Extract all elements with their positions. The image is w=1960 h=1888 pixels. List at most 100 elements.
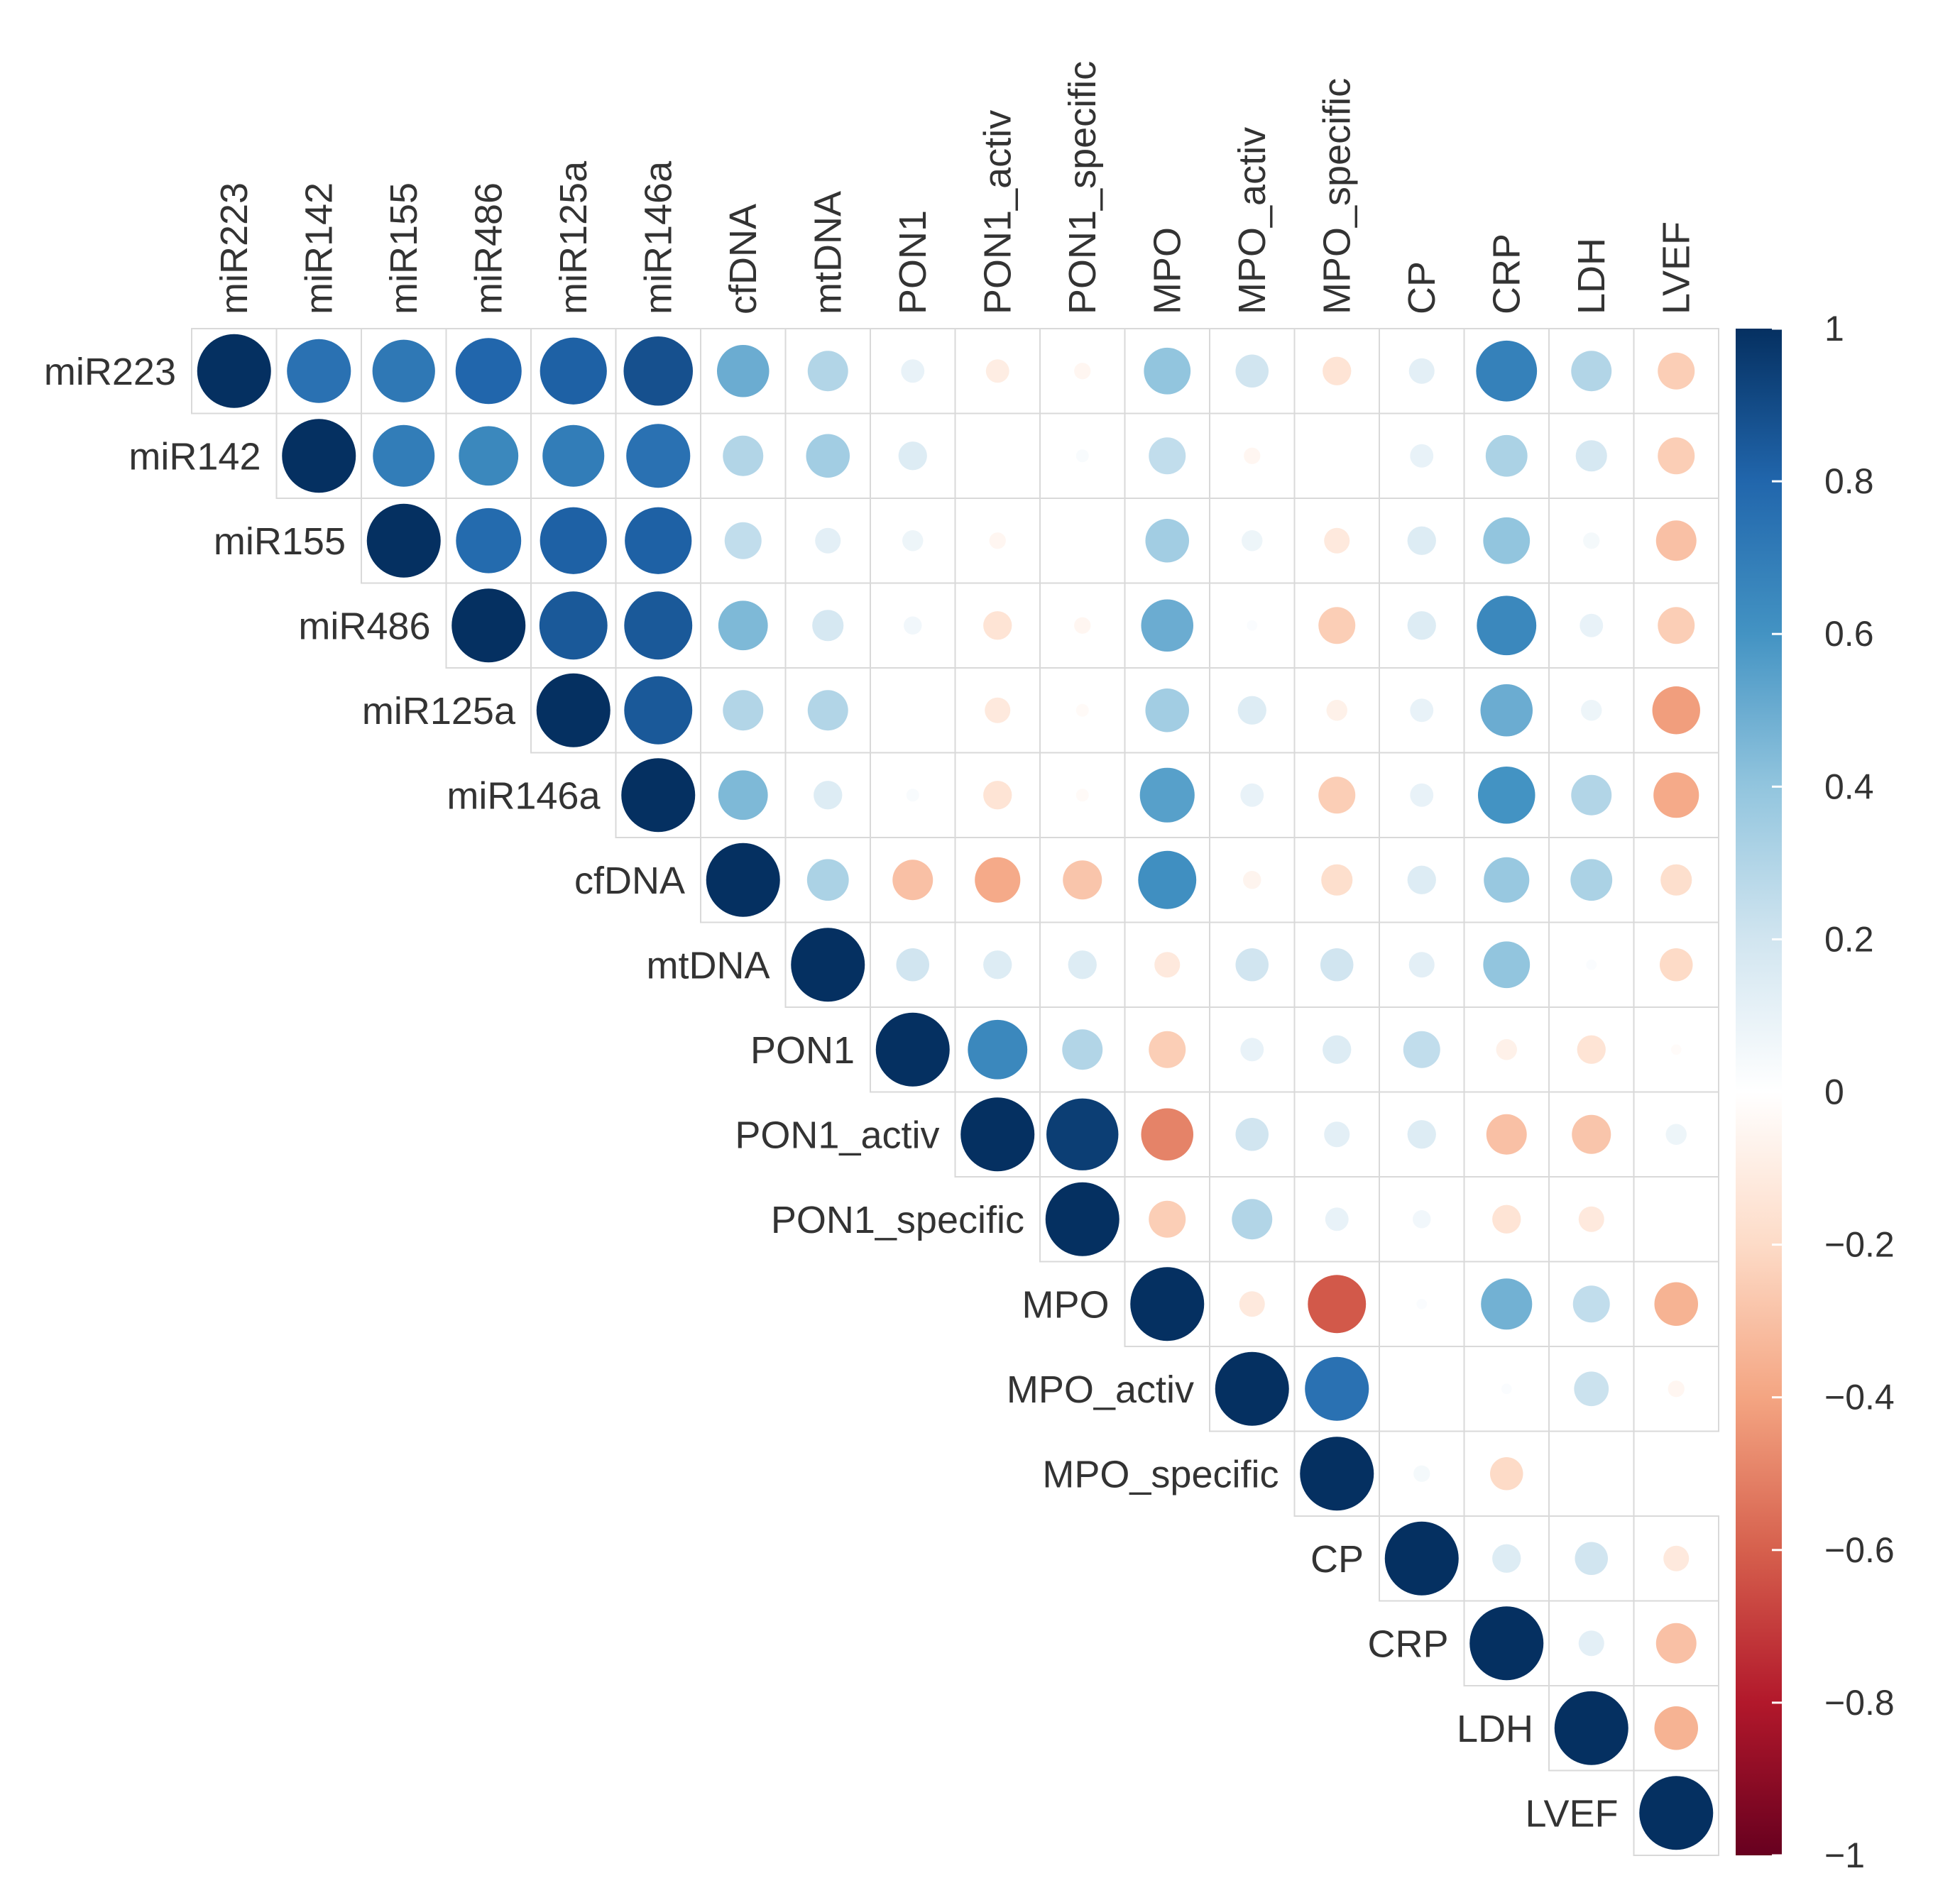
correlation-circle-PON1-CP — [1403, 1031, 1440, 1068]
correlation-circle-miR125a-miR146a — [624, 676, 693, 745]
correlation-circle-cfDNA-CRP — [1484, 857, 1530, 903]
correlation-circle-miR146a-MPO_specific — [1318, 776, 1356, 814]
correlation-circle-miR155-PON1_activ — [989, 532, 1006, 549]
correlation-circle-mtDNA-MPO — [1154, 952, 1181, 978]
column-label: miR486 — [467, 182, 510, 314]
row-label: LVEF — [1525, 1792, 1618, 1835]
grid-cell — [1633, 837, 1719, 923]
correlation-circle-mtDNA-mtDNA — [791, 928, 865, 1002]
correlation-circle-MPO-CP — [1416, 1298, 1428, 1310]
correlation-circle-miR142-cfDNA — [723, 435, 764, 476]
colorbar-tick-label: 0 — [1824, 1072, 1844, 1112]
correlation-circle-miR155-PON1 — [902, 530, 924, 551]
correlation-circle-miR125a-MPO_specific — [1326, 700, 1347, 721]
correlation-circle-CP-CRP — [1492, 1544, 1521, 1573]
correlation-circle-PON1-CRP — [1496, 1039, 1517, 1060]
correlation-circle-miR155-MPO — [1145, 518, 1190, 563]
correlation-circle-miR155-MPO_specific — [1324, 527, 1350, 554]
correlation-circle-miR486-LDH — [1580, 613, 1604, 637]
correlation-circle-miR155-miR146a — [625, 507, 692, 574]
correlation-circle-mtDNA-PON1_specific — [1068, 950, 1097, 979]
correlation-circle-miR155-CRP — [1483, 517, 1531, 564]
correlation-circle-miR146a-PON1 — [906, 789, 919, 802]
correlation-circle-PON1_activ-MPO_specific — [1324, 1121, 1350, 1148]
correlation-circle-cfDNA-LVEF — [1660, 864, 1692, 896]
colorbar-tick-label: 0.6 — [1824, 614, 1874, 654]
grid-cell — [784, 328, 871, 415]
row-label: miR125a — [362, 690, 516, 732]
correlation-circle-PON1_specific-CP — [1413, 1210, 1431, 1229]
correlation-circle-MPO-MPO_specific — [1308, 1275, 1367, 1334]
column-label: miR223 — [213, 182, 256, 314]
correlation-circle-PON1_activ-CRP — [1486, 1114, 1527, 1155]
correlation-circle-miR142-mtDNA — [806, 434, 850, 478]
correlation-circle-miR142-CRP — [1485, 434, 1528, 477]
correlation-circle-miR146a-CRP — [1477, 766, 1535, 824]
correlation-circle-MPO_specific-MPO_specific — [1300, 1437, 1374, 1511]
column-labels: miR223 miR142 miR155 miR486 miR125a miR146a cf… — [213, 61, 1698, 314]
correlation-circle-miR155-miR125a — [540, 507, 607, 574]
colorbar-tick-label: −1 — [1824, 1835, 1865, 1875]
row-label: miR223 — [44, 351, 176, 393]
correlation-circle-CRP-LVEF — [1655, 1623, 1697, 1664]
correlation-circle-miR486-miR146a — [624, 591, 693, 660]
colorbar-tick-label: −0.4 — [1824, 1378, 1895, 1417]
colorbar: 1 0.8 0.6 0.4 0.2 0 −0.2 −0.4 −0.6 −0.8 −1 — [1736, 309, 1895, 1875]
correlation-circle-MPO_activ-LDH — [1574, 1371, 1609, 1407]
correlation-circle-cfDNA-PON1 — [892, 860, 934, 901]
row-label: PON1 — [750, 1029, 855, 1072]
correlation-circle-PON1_specific-MPO_activ — [1232, 1199, 1273, 1240]
row-label: miR486 — [298, 605, 430, 647]
correlation-circle-mtDNA-CRP — [1483, 941, 1531, 989]
column-label: cfDNA — [722, 204, 765, 314]
correlation-circle-miR142-LVEF — [1658, 437, 1695, 475]
column-label: MPO — [1146, 227, 1188, 314]
correlation-circle-PON1_activ-PON1_specific — [1046, 1098, 1119, 1170]
row-label: miR142 — [128, 435, 261, 478]
correlation-circle-MPO_activ-MPO_specific — [1305, 1356, 1369, 1421]
correlation-circle-miR486-CRP — [1477, 596, 1537, 656]
correlation-circle-miR125a-LVEF — [1652, 686, 1700, 735]
correlation-circle-PON1-LVEF — [1670, 1044, 1682, 1055]
correlation-circle-miR125a-cfDNA — [723, 690, 764, 731]
correlation-circle-cfDNA-PON1_specific — [1063, 860, 1102, 900]
correlation-circle-miR223-miR155 — [372, 339, 435, 402]
correlation-circle-miR142-miR486 — [459, 426, 519, 486]
column-label: miR125a — [552, 160, 595, 314]
correlation-circle-miR223-cfDNA — [716, 344, 770, 397]
correlation-circle-cfDNA-cfDNA — [706, 843, 780, 917]
colorbar-tick-label: 0.2 — [1824, 919, 1874, 959]
correlation-circle-miR486-MPO — [1141, 599, 1194, 652]
correlation-circle-miR486-PON1_activ — [983, 611, 1012, 640]
correlation-circle-miR223-PON1_activ — [985, 359, 1009, 383]
correlation-circle-PON1-PON1 — [875, 1012, 950, 1087]
column-label: miR155 — [383, 182, 425, 314]
correlation-circle-miR142-CP — [1410, 444, 1434, 468]
correlation-circle-miR486-PON1_specific — [1074, 617, 1091, 634]
correlation-circle-PON1_specific-CRP — [1492, 1204, 1521, 1234]
correlation-circle-miR155-MPO_activ — [1242, 530, 1263, 551]
row-label: cfDNA — [574, 860, 685, 902]
correlation-circle-MPO_specific-CRP — [1489, 1456, 1523, 1491]
correlation-circle-miR146a-MPO_activ — [1240, 783, 1264, 807]
colorbar-tick-label: 0.8 — [1824, 461, 1874, 501]
correlation-circle-miR486-MPO_activ — [1247, 620, 1258, 631]
correlation-circle-miR223-miR142 — [287, 339, 351, 403]
correlation-circle-miR223-MPO_specific — [1323, 356, 1352, 385]
row-label: MPO — [1022, 1283, 1109, 1326]
column-label: MPO_activ — [1231, 127, 1274, 314]
grid-cell — [954, 412, 1041, 499]
correlation-circle-PON1-MPO — [1149, 1031, 1186, 1068]
correlation-circle-miR142-miR125a — [542, 424, 605, 487]
row-label: MPO_specific — [1042, 1453, 1279, 1495]
correlation-circle-miR486-miR486 — [451, 588, 526, 663]
correlation-circle-CRP-CRP — [1469, 1606, 1544, 1681]
correlation-circle-MPO-LVEF — [1654, 1282, 1699, 1327]
correlation-circle-MPO_activ-LVEF — [1668, 1381, 1685, 1398]
row-label: miR155 — [214, 520, 346, 563]
correlation-circle-miR155-miR155 — [366, 503, 441, 578]
correlation-circle-LDH-LVEF — [1654, 1706, 1699, 1750]
correlation-circle-miR146a-LDH — [1571, 774, 1612, 816]
colorbar-tick-label: 0.4 — [1824, 767, 1874, 806]
correlation-circle-miR223-MPO — [1144, 347, 1191, 395]
